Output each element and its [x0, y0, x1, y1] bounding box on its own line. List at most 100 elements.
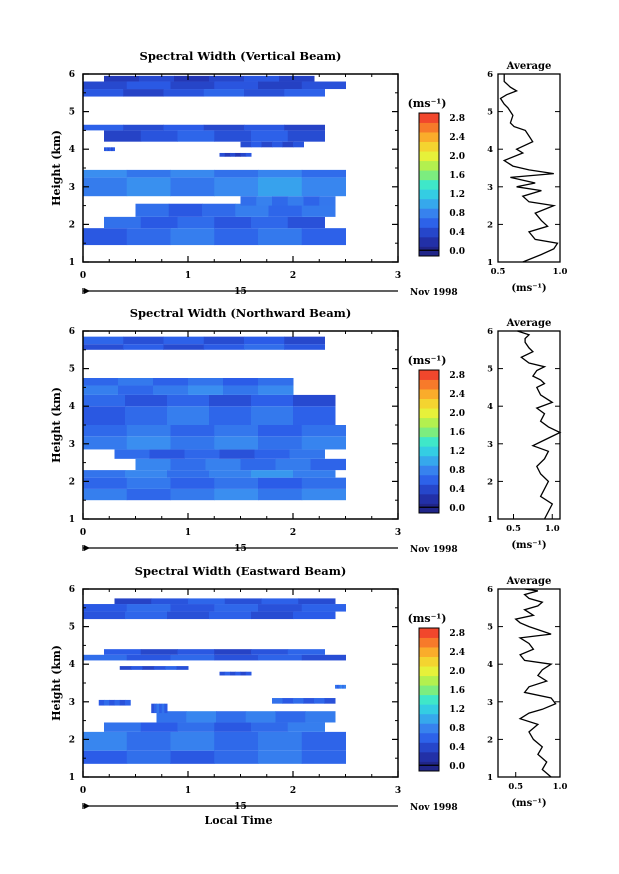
heatmap-cell: [170, 169, 215, 178]
colorbar-tick-label: 2.0: [449, 409, 465, 419]
colorbar-swatch: [419, 493, 439, 504]
heatmap-cell: [151, 703, 155, 714]
colorbar-tick-label: 0.8: [449, 466, 465, 476]
colorbar-swatch: [419, 217, 439, 228]
colorbar-tick-label: 1.2: [449, 447, 465, 457]
heatmap-cell: [214, 477, 259, 489]
y-tick-label: 4: [69, 660, 75, 670]
heatmap-cell: [223, 385, 259, 395]
heatmap-cell: [104, 147, 107, 152]
colorbar-swatch: [419, 647, 439, 657]
colorbar-swatch: [419, 666, 439, 677]
average-y-tick-label: 5: [487, 108, 493, 118]
heatmap-cell: [114, 449, 150, 459]
heatmap-cell: [135, 458, 171, 471]
heatmap-cell: [301, 436, 346, 450]
heatmap-cell: [98, 699, 105, 706]
heatmap-cell: [170, 425, 215, 437]
colorbar-tick-label: 0.0: [449, 247, 465, 257]
colorbar-swatch: [419, 179, 439, 190]
heatmap-cell: [245, 671, 252, 676]
heatmap-cell: [83, 488, 128, 501]
heatmap-cell: [230, 671, 236, 676]
heatmap-cell: [287, 216, 325, 229]
y-tick-label: 4: [69, 402, 75, 412]
heatmap-cell: [126, 436, 171, 450]
colorbar-tick-label: 1.2: [449, 190, 465, 200]
heatmap-cell: [303, 196, 320, 206]
heatmap-cell: [287, 196, 304, 206]
heatmap-cell: [83, 731, 128, 751]
heatmap-cell: [268, 203, 303, 217]
colorbar-swatch: [419, 474, 439, 485]
heatmap-cell: [258, 177, 303, 197]
heatmap-cell: [170, 488, 215, 501]
average-x-tick-label: 0.5: [506, 524, 521, 534]
colorbar-tick-label: 0.8: [449, 209, 465, 219]
heatmap-cell: [336, 684, 339, 689]
heatmap-cell: [83, 169, 128, 178]
heatmap-cell: [125, 470, 168, 478]
average-y-tick-label: 4: [487, 402, 493, 412]
heatmap-cell: [209, 470, 252, 478]
y-tick-label: 2: [69, 735, 75, 745]
heatmap-cell: [83, 177, 128, 197]
colorbar-tick-label: 1.6: [449, 171, 465, 181]
heatmap-cell: [214, 604, 259, 612]
colorbar-swatch: [419, 704, 439, 715]
heatmap-cell: [301, 228, 346, 246]
heatmap-cell: [170, 228, 215, 246]
heatmap-cell: [272, 698, 283, 704]
heatmap-cell: [282, 141, 294, 148]
heatmap-cell: [209, 406, 252, 425]
heatmap-cell: [284, 344, 325, 350]
heatmap-cell: [153, 378, 189, 386]
heatmap-cell: [125, 406, 168, 425]
heatmap-cell: [335, 684, 338, 689]
colorbar-swatch: [419, 427, 439, 438]
heatmap-cell: [224, 671, 231, 676]
colorbar-swatch: [419, 751, 439, 762]
colorbar-tick-label: 0.4: [449, 743, 465, 753]
heatmap-cell: [174, 75, 210, 82]
colorbar-tick-label: 2.4: [449, 390, 465, 400]
heatmap-cell: [83, 470, 126, 478]
average-x-tick-label: 0.5: [491, 267, 506, 277]
heatmap-cell: [303, 698, 315, 704]
colorbar-swatch: [419, 227, 439, 238]
heatmap-cell: [170, 81, 215, 90]
heatmap-cell: [342, 684, 345, 689]
average-frame: [497, 588, 561, 778]
date-month-year: Nov 1998: [410, 545, 458, 555]
colorbar-swatch: [419, 208, 439, 219]
y-tick-label: 5: [69, 365, 75, 375]
colorbar-swatch: [419, 628, 439, 638]
y-tick-label: 5: [69, 623, 75, 633]
heatmap-cell: [170, 604, 215, 612]
heatmap-cell: [126, 228, 171, 246]
heatmap-cell: [135, 203, 170, 217]
heatmap-cells: [83, 598, 346, 764]
heatmap-cell: [224, 152, 231, 157]
average-y-tick-label: 4: [487, 660, 493, 670]
heatmap-cell: [139, 75, 175, 82]
heatmap-cell: [258, 477, 303, 489]
heatmap-cell: [319, 196, 336, 206]
colorbar-swatch: [419, 732, 439, 743]
heatmap-cell: [104, 699, 110, 706]
colorbar-swatch: [419, 151, 439, 162]
colorbar-tick-label: 0.8: [449, 724, 465, 734]
heatmap-cell: [123, 124, 164, 131]
heatmap-cell: [214, 130, 252, 142]
y-axis-label: Height (km): [50, 387, 63, 463]
heatmap-cell: [214, 722, 252, 732]
heatmap-cells: [83, 336, 346, 501]
date-day: 15: [234, 802, 247, 812]
average-profile: Average 1 2 3 4 5 6 0.5 1.0 (ms⁻¹): [487, 318, 562, 551]
heatmap-cell: [83, 385, 119, 395]
average-y-tick-label: 5: [487, 365, 493, 375]
heatmap-cell: [126, 425, 171, 437]
average-line: [517, 330, 562, 520]
x-tick-label: 2: [290, 271, 296, 281]
